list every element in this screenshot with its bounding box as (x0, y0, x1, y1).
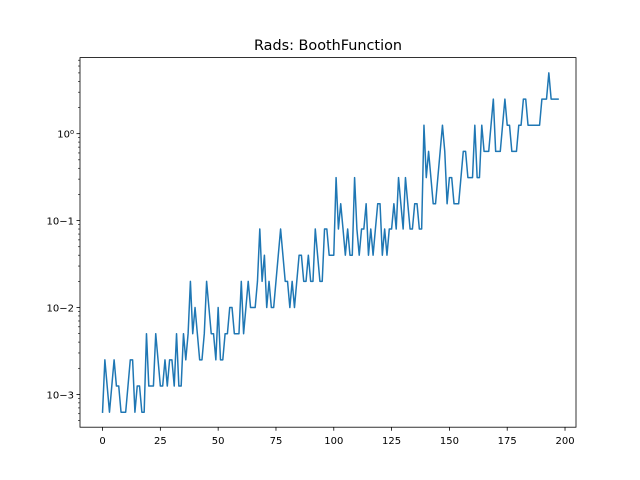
x-tick-label: 0 (99, 436, 105, 447)
y-tick-label: 10−3 (47, 390, 74, 401)
plot-area (101, 72, 559, 413)
y-axis: 10−3 10−2 10−1 10⁰ (47, 59, 80, 421)
x-tick-label: 100 (324, 436, 343, 447)
x-tick-label: 25 (154, 436, 167, 447)
x-tick-label: 150 (440, 436, 459, 447)
x-tick-label: 175 (498, 436, 517, 447)
x-tick-label: 75 (270, 436, 283, 447)
x-tick-label: 50 (212, 436, 225, 447)
y-tick-label: 10⁰ (57, 130, 74, 141)
series-line-0 (101, 72, 559, 413)
chart-title: Rads: BoothFunction (254, 38, 402, 54)
y-tick-label: 10−2 (47, 304, 74, 315)
y-tick-label: 10−1 (47, 217, 74, 228)
x-axis: 0 25 50 75 100 125 150 175 200 (99, 427, 575, 447)
plot-frame (79, 57, 577, 428)
x-tick-label: 200 (555, 436, 574, 447)
x-tick-label: 125 (382, 436, 401, 447)
